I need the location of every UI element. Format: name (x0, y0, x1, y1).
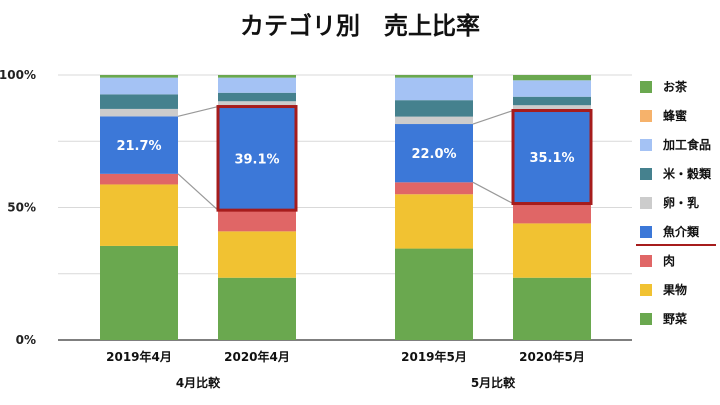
bar-segment (513, 203, 591, 224)
x-category-label: 2020年4月 (224, 349, 290, 364)
connector-line (472, 181, 514, 205)
bar-segment (218, 106, 296, 211)
legend-label: 肉 (663, 253, 675, 268)
x-category-label: 2020年5月 (519, 349, 585, 364)
legend-label: お茶 (663, 79, 688, 94)
legend-label: 加工食品 (662, 137, 711, 152)
bar-segment (100, 94, 178, 109)
bar-segment (513, 110, 591, 204)
highlight-box (511, 109, 593, 206)
y-tick-label: 50% (7, 201, 36, 215)
legend-label: 魚介類 (663, 224, 700, 239)
legend-label: 果物 (662, 282, 687, 297)
bar-segment (218, 101, 296, 107)
legend-swatch (640, 81, 652, 93)
bar-segment (100, 77, 178, 95)
x-group-label: 4月比較 (176, 375, 221, 390)
chart-title: カテゴリ別 売上比率 (240, 12, 480, 40)
x-axis-labels: 2019年4月 2020年4月 2019年5月 2020年5月 4月比較 5月比較 (106, 349, 585, 390)
bar-segment (395, 248, 473, 340)
bar-segment (100, 184, 178, 246)
bar-segment (100, 245, 178, 340)
bar-segment (513, 223, 591, 278)
data-label: 21.7% (116, 139, 161, 154)
bar-segment (100, 108, 178, 117)
legend-swatch (640, 226, 652, 238)
bar-segment (395, 75, 473, 78)
legend-label: 米・穀類 (663, 166, 712, 181)
y-tick-label: 100% (0, 68, 36, 82)
data-labels: 21.7% 39.1% 22.0% 35.1% (116, 139, 574, 167)
bar-segment (218, 277, 296, 340)
bar-segment (513, 277, 591, 340)
bar-segment (100, 173, 178, 185)
highlight-box (216, 105, 298, 212)
bar-segment (395, 100, 473, 117)
connector-line (177, 105, 219, 117)
bar-segment (395, 77, 473, 101)
legend-swatch (640, 197, 652, 209)
data-label: 39.1% (234, 152, 279, 167)
y-axis-ticks: 0% 50% 100% (0, 68, 36, 347)
legend-label: 蜂蜜 (663, 108, 687, 123)
connector-line (177, 173, 219, 211)
legend-swatch (640, 255, 652, 267)
bar-segment (395, 182, 473, 195)
bar-segment (100, 116, 178, 174)
bar-segment (395, 194, 473, 249)
connector-line (472, 109, 514, 125)
bar-segment (218, 77, 296, 93)
bar-segment (218, 210, 296, 232)
y-tick-label: 0% (16, 333, 36, 347)
legend-label: 卵・乳 (663, 195, 699, 210)
bar-segment (395, 124, 473, 183)
data-label: 22.0% (411, 147, 456, 162)
bar-segment (218, 75, 296, 78)
x-category-label: 2019年5月 (401, 349, 467, 364)
legend-swatch (640, 139, 652, 151)
bar-segment (513, 80, 591, 97)
legend-label: 野菜 (663, 311, 687, 326)
bar-segment (100, 75, 178, 78)
bar-segment (395, 116, 473, 125)
data-label: 35.1% (529, 151, 574, 166)
legend-swatch (640, 168, 652, 180)
legend-swatch (640, 313, 652, 325)
connector-lines (177, 105, 514, 211)
bar-segment (218, 92, 296, 102)
bar-segment (513, 75, 591, 81)
legend-swatch (640, 110, 652, 122)
bar-segment (218, 231, 296, 278)
legend-swatch (640, 284, 652, 296)
highlight-boxes (216, 105, 593, 212)
x-group-label: 5月比較 (471, 375, 516, 390)
bar-segment (513, 96, 591, 106)
x-category-label: 2019年4月 (106, 349, 172, 364)
bars (100, 75, 591, 340)
bar-segment (513, 105, 591, 111)
